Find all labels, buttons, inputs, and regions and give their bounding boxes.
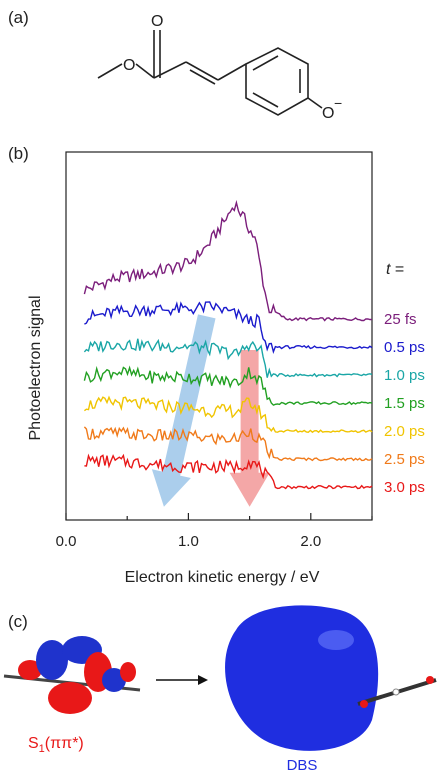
charge-minus: −	[334, 95, 342, 111]
dbs-label: DBS	[287, 757, 318, 772]
photoelectron-chart: 0.0 1.0 2.0 25 fs0.5 ps1.0 ps1.5 ps2.0 ps2…	[27, 152, 425, 586]
series-layer	[84, 203, 372, 489]
y-axis-label: Photoelectron signal	[27, 296, 44, 441]
bond-methyl-o	[98, 64, 122, 78]
legend-entry-25-fs: 25 fs	[384, 311, 417, 328]
dbs-ester-oxygen	[426, 676, 434, 684]
benzene-ring	[246, 48, 308, 115]
series-line-25-fs	[84, 203, 372, 321]
bond-chain-1	[154, 62, 186, 78]
series-line-3-0-ps	[84, 455, 372, 488]
x-axis-label: Electron kinetic energy / eV	[125, 569, 320, 586]
series-line-2-0-ps	[84, 397, 372, 432]
series-line-1-5-ps	[84, 367, 372, 405]
s1-label: S1(ππ*)	[28, 735, 84, 755]
dbs-oxygen-atom	[360, 700, 368, 708]
atom-phenoxide-o: O	[322, 105, 334, 122]
bond-chain-2	[218, 64, 246, 80]
x-tick-label-1: 1.0	[178, 533, 199, 550]
dbs-highlight	[318, 630, 354, 650]
legend-entry-1-5-ps: 1.5 ps	[384, 395, 425, 412]
legend-entry-3-0-ps: 3.0 ps	[384, 479, 425, 496]
s1-lobe-red-2	[48, 682, 92, 714]
transition-arrow-head	[198, 675, 208, 685]
legend-entry-2-5-ps: 2.5 ps	[384, 451, 425, 468]
legend-title-eq: =	[390, 261, 404, 278]
dbs-lobe	[225, 605, 378, 751]
legend-layer: 25 fs 0.5 ps 1.0 ps 1.5 ps 2.0 ps 2.5 ps 3.0 p…	[384, 311, 425, 496]
atom-ester-o: O	[123, 57, 135, 74]
s1-lobe-red-4	[120, 662, 136, 682]
orbital-s1-graphic	[4, 636, 140, 714]
bond-ring-o	[308, 98, 322, 108]
legend-entry-1-0-ps: 1.0 ps	[384, 367, 425, 384]
legend-entry-2-0-ps: 2.0 ps	[384, 423, 425, 440]
x-tick-label-2: 2.0	[300, 533, 321, 550]
dbs-hydrogen-atom	[393, 689, 399, 695]
bond-o-c	[136, 64, 154, 78]
legend-title: t =	[386, 261, 404, 278]
x-tick-label-0: 0.0	[56, 533, 77, 550]
ring-double-3	[253, 93, 278, 107]
dbs-orbital-graphic	[225, 605, 436, 751]
ticks-layer: 0.0 1.0 2.0	[56, 513, 372, 550]
atom-carbonyl-o: O	[151, 13, 163, 30]
legend-entry-0-5-ps: 0.5 ps	[384, 339, 425, 356]
